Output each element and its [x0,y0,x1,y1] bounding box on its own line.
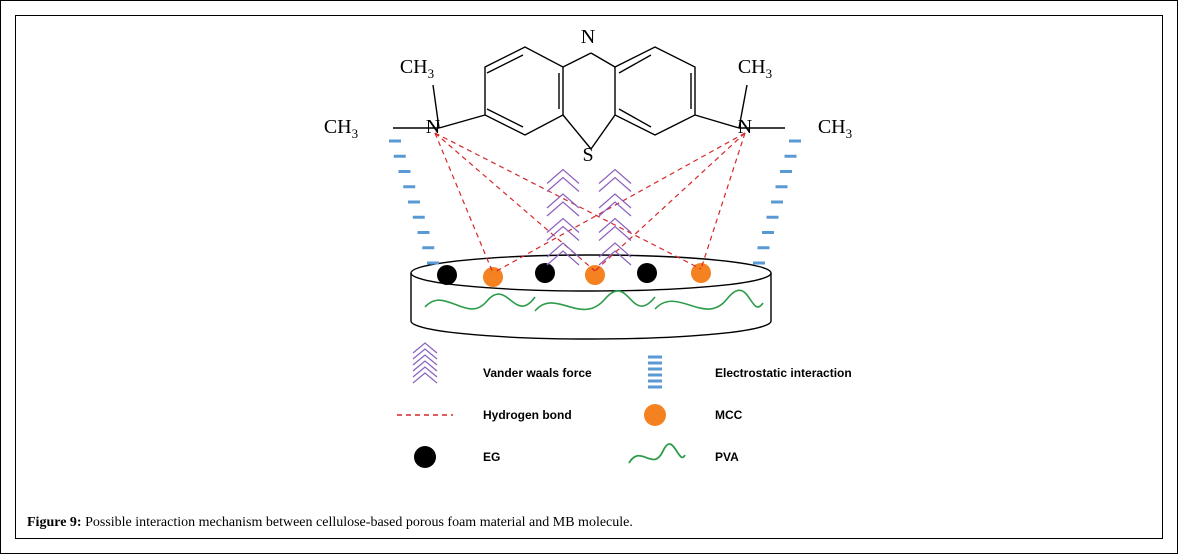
pva-strands [425,290,763,311]
svg-text:N: N [426,116,440,138]
svg-text:MCC: MCC [715,408,743,422]
svg-text:Hydrogen bond: Hydrogen bond [483,408,572,422]
electrostatic-lines [389,141,801,263]
svg-text:CH3: CH3 [818,116,852,141]
figure-caption: Figure 9: Possible interaction mechanism… [27,515,633,531]
caption-prefix: Figure 9: [27,515,82,530]
figure-frame: N S N N CH3 CH3 CH3 CH3 Vander waals force Elect… [0,0,1178,554]
diagram-canvas: N S N N CH3 CH3 CH3 CH3 Vander waals force Elect… [15,15,1165,485]
mb-molecule: N S N N CH3 CH3 CH3 CH3 [324,26,852,166]
svg-text:EG: EG [483,450,500,464]
caption-text: Possible interaction mechanism between c… [85,515,633,530]
particles [437,263,711,287]
svg-text:Electrostatic interaction: Electrostatic interaction [715,366,852,380]
svg-text:CH3: CH3 [324,116,358,141]
svg-text:PVA: PVA [715,450,739,464]
svg-text:Vander waals force: Vander waals force [483,366,592,380]
vanderwaals-arrows [547,170,631,266]
svg-text:CH3: CH3 [400,56,434,81]
svg-text:CH3: CH3 [738,56,772,81]
svg-text:N: N [581,26,595,48]
svg-text:S: S [582,144,593,166]
legend: Vander waals force Electrostatic interact… [397,343,852,468]
svg-text:N: N [738,116,752,138]
